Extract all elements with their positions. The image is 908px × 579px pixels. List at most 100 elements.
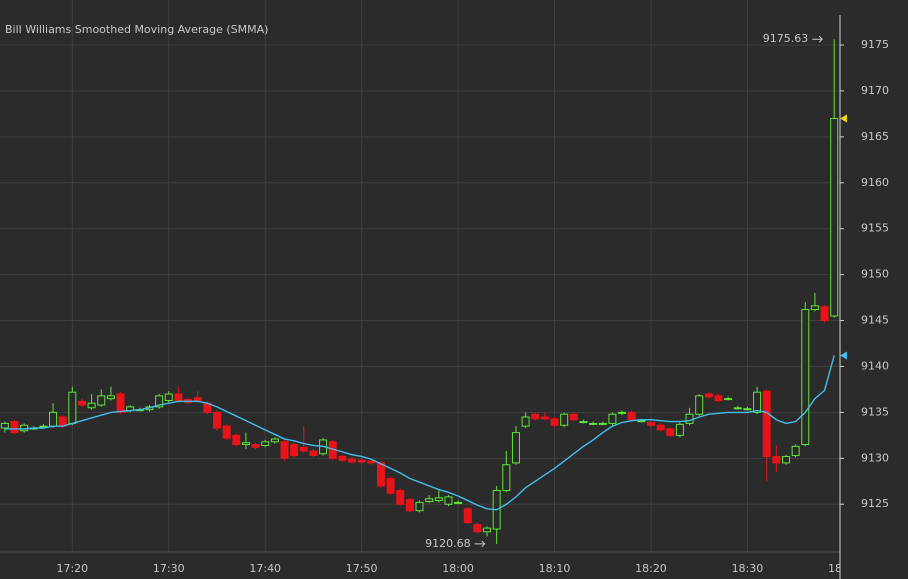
candle-body <box>666 428 675 436</box>
candle-body <box>357 459 366 463</box>
candle-body <box>405 499 414 512</box>
candle-body <box>762 390 771 457</box>
candle-body <box>10 421 19 434</box>
candle-body <box>49 411 58 427</box>
candle-body <box>695 395 704 415</box>
candle-body <box>560 413 569 426</box>
candle-body <box>376 462 385 487</box>
candle-body <box>164 393 173 401</box>
x-tick-label: 18:00 <box>442 562 474 575</box>
candle-body <box>77 400 86 406</box>
candle-body <box>280 441 289 459</box>
candle-body <box>685 413 694 424</box>
smma-line <box>4 355 835 511</box>
y-tick-label: 9175 <box>861 38 889 51</box>
candle-body <box>521 416 530 427</box>
candle-body <box>463 508 472 524</box>
candle-body <box>483 527 492 533</box>
candle-body <box>396 489 405 505</box>
candle-body <box>801 309 810 446</box>
candle-body <box>675 423 684 436</box>
candle-body <box>579 421 588 424</box>
x-tick-label: 17:40 <box>249 562 281 575</box>
y-axis-panel <box>840 0 908 579</box>
x-tick-label: 18:30 <box>732 562 764 575</box>
candle-body <box>714 395 723 401</box>
candle-body <box>473 523 482 533</box>
extreme-label: 9120.68 <box>425 537 471 550</box>
candle-body <box>232 434 241 446</box>
y-tick-label: 9140 <box>861 359 889 372</box>
candle-body <box>502 464 511 491</box>
y-tick-label: 9150 <box>861 268 889 281</box>
candle-body <box>68 391 77 424</box>
x-tick-label: 17:30 <box>153 562 185 575</box>
candle-body <box>656 424 665 431</box>
candle-body <box>270 438 279 443</box>
last-value-marker <box>840 351 847 360</box>
candle-body <box>116 393 125 413</box>
y-tick-label: 9160 <box>861 176 889 189</box>
candle-body <box>425 498 434 502</box>
candle-body <box>212 411 221 429</box>
candle-body <box>386 478 395 494</box>
candle-body <box>511 432 520 464</box>
extreme-arrow <box>474 540 486 548</box>
candle-body <box>155 395 164 408</box>
y-tick-label: 9125 <box>861 497 889 510</box>
y-tick-label: 9170 <box>861 84 889 97</box>
candle-body <box>290 444 299 457</box>
candle-body <box>724 398 733 401</box>
candle-body <box>0 422 9 429</box>
x-tick-label: 18:20 <box>635 562 667 575</box>
candle-body <box>608 413 617 424</box>
candle-body <box>540 416 549 420</box>
chart-title: Bill Williams Smoothed Moving Average (S… <box>5 23 268 36</box>
candle-body <box>193 397 202 401</box>
y-tick-label: 9165 <box>861 130 889 143</box>
candle-body <box>743 408 752 411</box>
candle-body <box>97 395 106 406</box>
candle-body <box>444 496 453 505</box>
candle-body <box>550 418 559 426</box>
candle-body <box>454 501 463 504</box>
candle-body <box>174 393 183 401</box>
x-tick-label: 18:10 <box>539 562 571 575</box>
candle-body <box>781 455 790 464</box>
candle-body <box>106 395 115 400</box>
candle-body <box>598 422 607 425</box>
candle-body <box>367 460 376 464</box>
candle-body <box>434 497 443 502</box>
candle-body <box>733 407 742 410</box>
candle-body <box>618 411 627 414</box>
candle-body <box>772 455 781 464</box>
candle-body <box>646 421 655 426</box>
candle-body <box>820 306 829 322</box>
candle-body <box>810 305 819 311</box>
x-tick-label: 17:20 <box>56 562 88 575</box>
extreme-arrow <box>812 35 823 43</box>
candle-body <box>791 445 800 457</box>
candle-body <box>753 391 762 413</box>
candle-body <box>569 413 578 421</box>
candle-body <box>627 411 636 421</box>
candle-body <box>222 425 231 439</box>
candle-body <box>704 393 713 398</box>
y-tick-label: 9155 <box>861 222 889 235</box>
extreme-label: 9175.63 <box>763 32 809 45</box>
y-tick-label: 9145 <box>861 314 889 327</box>
candle-body <box>87 402 96 409</box>
candle-body <box>637 420 646 423</box>
candle-body <box>415 501 424 512</box>
candle-body <box>830 117 839 317</box>
candle-body <box>251 444 260 448</box>
y-tick-label: 9130 <box>861 451 889 464</box>
candle-body <box>338 455 347 461</box>
candle-body <box>531 413 540 420</box>
candle-body <box>309 450 318 457</box>
candle-body <box>589 422 598 425</box>
